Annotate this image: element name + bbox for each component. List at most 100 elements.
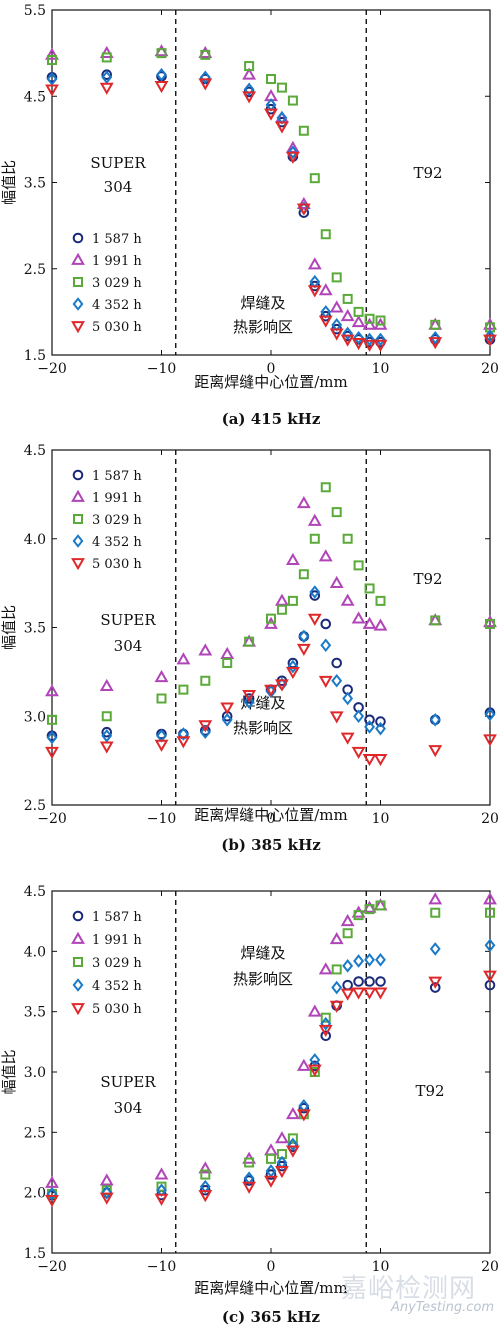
data-point bbox=[101, 1185, 113, 1200]
data-point bbox=[320, 1012, 331, 1023]
y-tick-label: 4.5 bbox=[24, 89, 46, 105]
data-point bbox=[156, 693, 167, 704]
data-point bbox=[329, 1000, 344, 1013]
series-3029h bbox=[47, 482, 495, 725]
series-5030h bbox=[45, 613, 497, 767]
data-point bbox=[198, 643, 213, 656]
data-point bbox=[483, 734, 497, 747]
data-point bbox=[46, 730, 58, 745]
data-point bbox=[296, 1058, 311, 1071]
legend-marker bbox=[72, 469, 84, 481]
x-tick-label: 0 bbox=[267, 811, 276, 827]
y-tick-label: 3.5 bbox=[24, 1005, 46, 1021]
data-point bbox=[45, 1195, 59, 1208]
right-material-label: T92 bbox=[413, 164, 442, 182]
data-point bbox=[342, 691, 354, 706]
data-point bbox=[373, 987, 388, 1000]
y-tick-label: 2.5 bbox=[24, 798, 46, 814]
y-tick-label: 2.5 bbox=[24, 1125, 46, 1141]
data-point bbox=[329, 711, 344, 724]
data-point bbox=[243, 695, 255, 709]
legend-label: 4 352 h bbox=[92, 298, 142, 313]
legend-label: 1 991 h bbox=[92, 491, 142, 506]
data-point bbox=[331, 673, 343, 688]
data-point bbox=[99, 1192, 114, 1205]
data-point bbox=[364, 583, 375, 594]
data-point bbox=[296, 203, 311, 216]
data-point bbox=[296, 1109, 311, 1122]
data-point bbox=[307, 257, 322, 270]
data-point bbox=[285, 1107, 300, 1120]
x-tick-label: 10 bbox=[372, 811, 390, 827]
data-point bbox=[364, 904, 375, 915]
data-point bbox=[331, 507, 342, 518]
data-point bbox=[101, 69, 113, 80]
y-tick-label: 4.5 bbox=[24, 884, 46, 900]
data-point bbox=[307, 613, 322, 626]
data-point bbox=[430, 615, 441, 626]
data-point bbox=[485, 618, 495, 629]
data-point bbox=[375, 976, 386, 987]
data-point bbox=[320, 1030, 332, 1042]
data-point bbox=[309, 173, 320, 184]
y-tick-label: 4.0 bbox=[24, 944, 46, 960]
data-point bbox=[429, 942, 441, 956]
series-5030h bbox=[45, 78, 497, 352]
data-point bbox=[307, 1064, 322, 1077]
x-tick-label: −10 bbox=[147, 1259, 177, 1275]
data-point bbox=[198, 1190, 213, 1203]
data-point bbox=[362, 616, 377, 629]
y-tick-label: 1.5 bbox=[24, 348, 46, 364]
series-1991h bbox=[45, 892, 497, 1188]
data-point bbox=[485, 907, 495, 918]
data-point bbox=[220, 702, 235, 715]
data-point bbox=[307, 1004, 322, 1017]
data-point bbox=[177, 727, 189, 741]
legend-marker bbox=[71, 1003, 85, 1016]
chart-caption: (c) 365 kHz bbox=[222, 1308, 321, 1326]
data-point bbox=[242, 690, 257, 703]
data-point bbox=[265, 1169, 277, 1180]
y-tick-label: 1.5 bbox=[24, 1246, 46, 1262]
legend-marker bbox=[72, 910, 84, 922]
y-tick-label: 3.5 bbox=[24, 621, 46, 637]
data-point bbox=[285, 1145, 300, 1158]
legend-label: 1 991 h bbox=[92, 933, 142, 948]
legend-marker bbox=[73, 277, 83, 287]
data-point bbox=[364, 720, 375, 734]
data-point bbox=[156, 48, 167, 59]
chart-c-svg: −20 −10 0 10 20 1.5 2.0 2.5 3.0 3.5 4.0 4.5 幅值比距离焊缝中… bbox=[0, 884, 499, 1326]
data-point bbox=[318, 1024, 333, 1037]
legend-label: 4 352 h bbox=[92, 979, 142, 994]
data-point bbox=[266, 613, 276, 624]
data-point bbox=[340, 732, 355, 745]
left-material-label: 304 bbox=[114, 1099, 143, 1117]
data-point bbox=[244, 1157, 255, 1168]
data-point bbox=[264, 1175, 278, 1188]
data-point bbox=[353, 976, 364, 987]
data-point bbox=[156, 1181, 167, 1192]
data-point bbox=[428, 337, 443, 350]
legend-marker bbox=[71, 321, 85, 334]
data-point bbox=[242, 91, 257, 104]
legend-label: 5 030 h bbox=[92, 320, 142, 335]
data-point bbox=[364, 332, 375, 347]
y-tick-label: 2.0 bbox=[24, 1186, 46, 1202]
x-tick-label: −20 bbox=[37, 1259, 67, 1275]
y-tick-label: 3.0 bbox=[24, 1065, 46, 1081]
data-point bbox=[342, 979, 353, 991]
data-point bbox=[320, 482, 331, 493]
data-point bbox=[364, 952, 375, 967]
data-point bbox=[46, 1187, 58, 1201]
data-point bbox=[320, 618, 332, 630]
data-point bbox=[176, 736, 191, 749]
data-point bbox=[375, 721, 386, 736]
data-point bbox=[264, 1143, 278, 1156]
legend-label: 3 029 h bbox=[92, 276, 142, 291]
haz-label: 焊缝及 bbox=[240, 944, 285, 962]
haz-label: 热影响区 bbox=[233, 318, 293, 336]
data-point bbox=[320, 229, 331, 240]
series-4352h bbox=[46, 67, 496, 347]
legend-marker bbox=[72, 232, 84, 244]
series-5030h bbox=[45, 970, 497, 1208]
